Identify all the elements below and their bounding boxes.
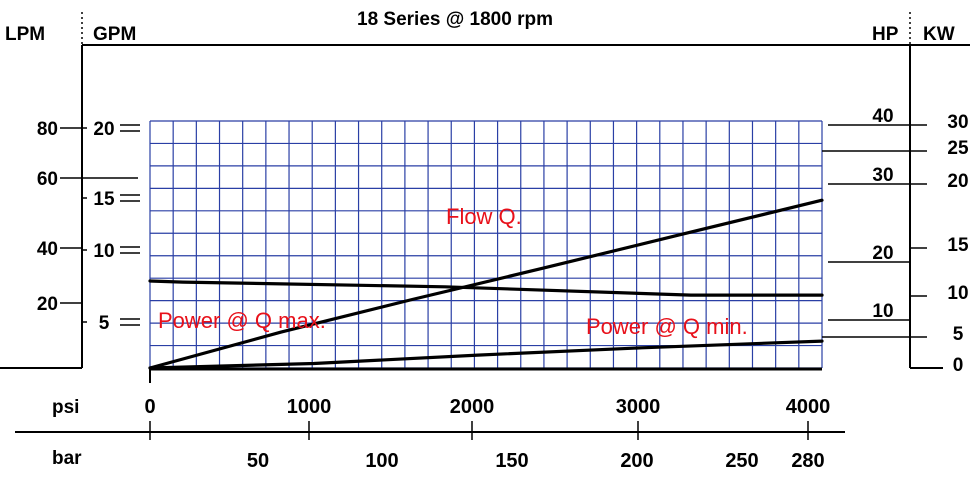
power-qmax-line bbox=[148, 198, 824, 370]
hp-tick-label: 10 bbox=[872, 301, 893, 322]
lpm-axis-title: LPM bbox=[5, 24, 45, 45]
bar-tick-label: 50 bbox=[247, 450, 269, 472]
hp-tick-label: 40 bbox=[872, 106, 893, 127]
bar-tick-label: 100 bbox=[365, 450, 398, 472]
series-lines bbox=[148, 198, 824, 370]
bar-tick-label: 250 bbox=[725, 450, 758, 472]
hp-tick-label: 30 bbox=[872, 165, 893, 186]
kw-tick-label: 5 bbox=[953, 324, 964, 345]
bar-tick-label: 280 bbox=[791, 450, 824, 472]
kw-tick-label: 25 bbox=[947, 138, 969, 159]
kw-tick-label: 10 bbox=[947, 283, 968, 304]
gpm-axis-title: GPM bbox=[93, 24, 136, 45]
chart-title: 18 Series @ 1800 rpm bbox=[357, 9, 553, 30]
kw-axis-title: KW bbox=[923, 24, 955, 45]
series-label-flow: Flow Q. bbox=[446, 204, 522, 229]
gpm-tick-label: 10 bbox=[93, 241, 114, 262]
kw-tick-label: 20 bbox=[947, 171, 968, 192]
kw-tick-label: 30 bbox=[947, 112, 968, 133]
kw-tick-label: 0 bbox=[953, 355, 964, 376]
lpm-tick-label: 60 bbox=[37, 169, 58, 190]
psi-tick-label: 0 bbox=[144, 396, 155, 418]
psi-tick-label: 4000 bbox=[786, 396, 831, 418]
lpm-tick-label: 20 bbox=[37, 294, 58, 315]
psi-tick-label: 1000 bbox=[287, 396, 332, 418]
axes-frame bbox=[0, 12, 970, 440]
psi-tick-label: 2000 bbox=[450, 396, 495, 418]
lpm-tick-label: 80 bbox=[37, 119, 58, 140]
flow-q-line bbox=[148, 279, 824, 297]
bar-tick-label: 150 bbox=[495, 450, 528, 472]
bar-tick-label: 200 bbox=[620, 450, 653, 472]
hp-axis-title: HP bbox=[872, 24, 899, 45]
series-label-power-qmax: Power @ Q max. bbox=[158, 308, 326, 333]
lpm-tick-label: 40 bbox=[37, 239, 58, 260]
series-label-power-qmin: Power @ Q min. bbox=[586, 314, 748, 339]
psi-axis-title: psi bbox=[52, 397, 79, 418]
gpm-tick-label: 20 bbox=[93, 119, 114, 140]
gpm-tick-label: 5 bbox=[99, 313, 110, 334]
bar-axis-title: bar bbox=[52, 448, 82, 469]
gpm-tick-label: 15 bbox=[93, 189, 115, 210]
kw-tick-label: 15 bbox=[947, 235, 969, 256]
hp-tick-label: 20 bbox=[872, 243, 893, 264]
psi-tick-label: 3000 bbox=[616, 396, 661, 418]
power-qmin-line bbox=[148, 339, 824, 370]
